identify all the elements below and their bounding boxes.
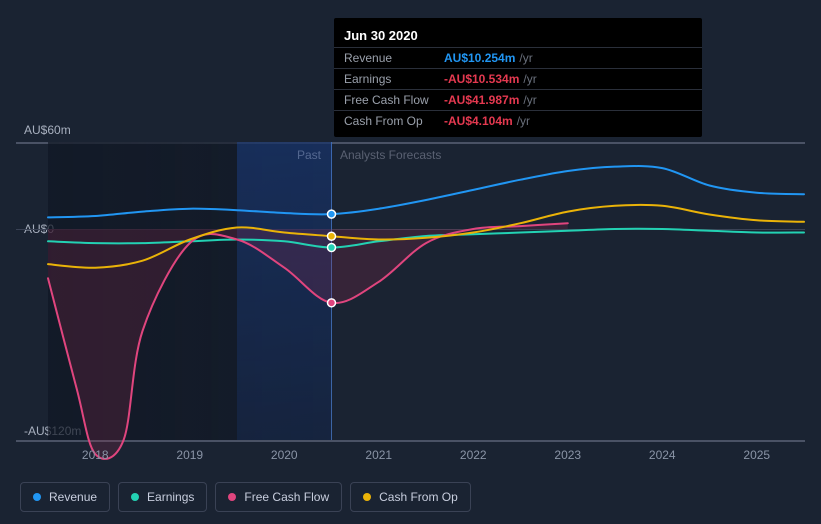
tooltip-row: Free Cash Flow-AU$41.987m/yr [334, 89, 702, 110]
chart-lines-svg [48, 142, 804, 440]
legend-item[interactable]: Earnings [118, 482, 207, 512]
tooltip-metric-unit: /yr [523, 93, 536, 107]
chart-legend: Revenue Earnings Free Cash Flow Cash From O… [20, 482, 471, 512]
tooltip-metric-value: AU$10.254m [444, 51, 515, 65]
x-axis-tick-label: 2023 [554, 448, 581, 462]
financial-chart: Jun 30 2020 RevenueAU$10.254m/yrEarnings… [0, 0, 821, 524]
x-axis-tick-label: 2020 [271, 448, 298, 462]
legend-dot-icon [228, 493, 236, 501]
tooltip-metric-value: -AU$41.987m [444, 93, 519, 107]
x-axis-tick-label: 2025 [743, 448, 770, 462]
tooltip-metric-unit: /yr [519, 51, 532, 65]
legend-label: Free Cash Flow [244, 490, 329, 504]
tooltip-metric-unit: /yr [523, 72, 536, 86]
tooltip-row: RevenueAU$10.254m/yr [334, 47, 702, 68]
x-axis-tick-label: 2022 [460, 448, 487, 462]
cursor-marker [328, 232, 336, 240]
tooltip-metric-label: Earnings [344, 72, 444, 86]
y-axis-label-top: AU$60m [24, 123, 71, 137]
cursor-marker [328, 210, 336, 218]
legend-dot-icon [363, 493, 371, 501]
tooltip-date: Jun 30 2020 [334, 24, 702, 47]
legend-dot-icon [33, 493, 41, 501]
x-axis-tick-label: 2021 [365, 448, 392, 462]
cursor-marker [328, 299, 336, 307]
legend-label: Revenue [49, 490, 97, 504]
legend-label: Cash From Op [379, 490, 458, 504]
legend-item[interactable]: Free Cash Flow [215, 482, 342, 512]
tooltip-metric-unit: /yr [517, 114, 530, 128]
x-axis-tick-label: 2018 [82, 448, 109, 462]
x-axis-tick-label: 2024 [649, 448, 676, 462]
legend-item[interactable]: Cash From Op [350, 482, 471, 512]
series-line [48, 166, 804, 217]
chart-tooltip: Jun 30 2020 RevenueAU$10.254m/yrEarnings… [334, 18, 702, 137]
series-fill [48, 223, 568, 459]
tooltip-row: Earnings-AU$10.534m/yr [334, 68, 702, 89]
axis-line-bottom [16, 440, 805, 442]
tooltip-metric-label: Free Cash Flow [344, 93, 444, 107]
legend-item[interactable]: Revenue [20, 482, 110, 512]
tooltip-metric-value: -AU$10.534m [444, 72, 519, 86]
tooltip-metric-label: Revenue [344, 51, 444, 65]
cursor-marker [328, 244, 336, 252]
legend-dot-icon [131, 493, 139, 501]
tooltip-metric-label: Cash From Op [344, 114, 444, 128]
x-axis-tick-label: 2019 [176, 448, 203, 462]
tooltip-metric-value: -AU$4.104m [444, 114, 513, 128]
tooltip-row: Cash From Op-AU$4.104m/yr [334, 110, 702, 131]
legend-label: Earnings [147, 490, 194, 504]
chart-plot-area[interactable] [48, 142, 804, 440]
